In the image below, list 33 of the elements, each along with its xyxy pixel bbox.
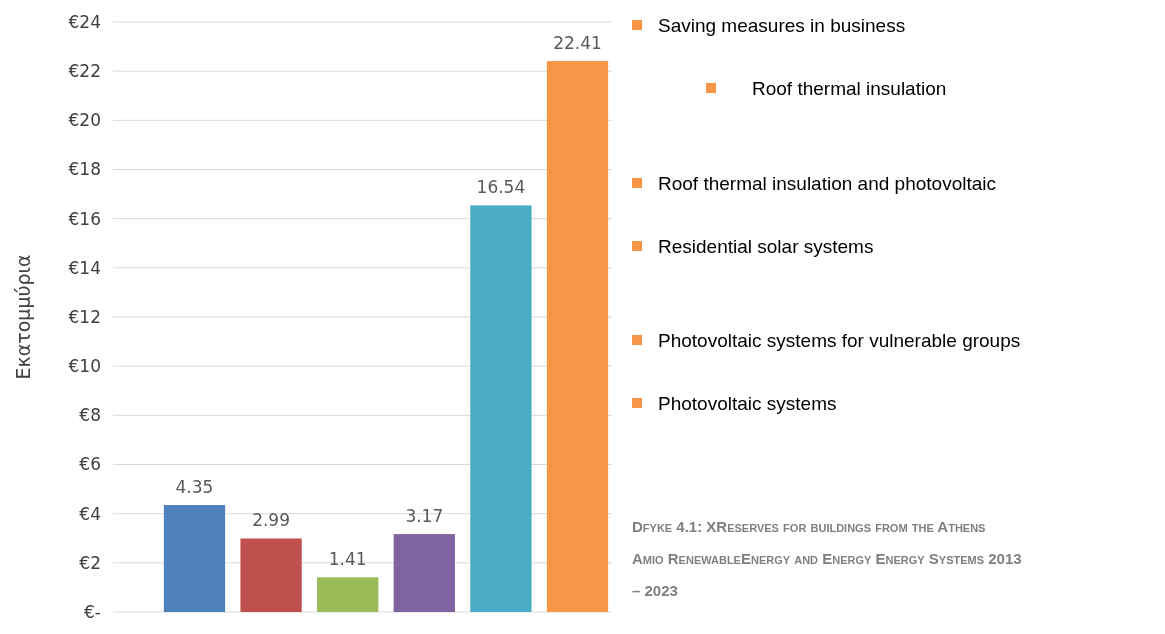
y-tick-label: €16 bbox=[68, 208, 101, 229]
bar bbox=[163, 505, 226, 612]
text: Roof thermal insulation bbox=[752, 77, 947, 99]
data-label: 4.35 bbox=[175, 477, 214, 498]
y-tick-label: €12 bbox=[68, 306, 101, 327]
bar bbox=[240, 538, 302, 612]
data-label: 22.41 bbox=[553, 33, 602, 54]
y-tick-label: €4 bbox=[79, 503, 101, 524]
bar bbox=[470, 205, 532, 612]
y-tick-label: €10 bbox=[68, 356, 101, 377]
y-tick-label: €6 bbox=[79, 454, 101, 475]
data-label: 16.54 bbox=[476, 177, 526, 198]
text: Roof thermal insulation and photovoltaic bbox=[658, 172, 996, 194]
y-tick-label: €8 bbox=[79, 405, 101, 426]
text: Photovoltaic systems bbox=[658, 392, 837, 414]
y-tick-label: €2 bbox=[79, 552, 101, 573]
text: Saving measures in business bbox=[658, 14, 906, 36]
text: Photovoltaic systems for vulnerable groups bbox=[658, 329, 1021, 351]
y-tick-label: €24 bbox=[68, 11, 101, 32]
bar bbox=[317, 577, 379, 612]
bar bbox=[546, 61, 609, 612]
y-tick-label: €22 bbox=[68, 61, 101, 82]
text: Dfyke 4.1: XReserves for buildings from the Athens Amio RenewableEnergy and Energy Energy Systems 2013 – 2023 bbox=[632, 518, 1022, 599]
y-tick-label: €18 bbox=[68, 159, 101, 180]
y-tick-label: €20 bbox=[68, 110, 101, 131]
bar bbox=[393, 534, 455, 612]
text: Residential solar systems bbox=[658, 235, 874, 257]
y-axis-title: Εκατομμύρια bbox=[12, 254, 34, 380]
y-tick-label: €- bbox=[84, 601, 101, 622]
y-tick-label: €14 bbox=[68, 257, 101, 278]
data-label: 1.41 bbox=[328, 549, 367, 570]
data-label: 2.99 bbox=[252, 510, 291, 531]
data-label: 3.17 bbox=[405, 506, 444, 527]
